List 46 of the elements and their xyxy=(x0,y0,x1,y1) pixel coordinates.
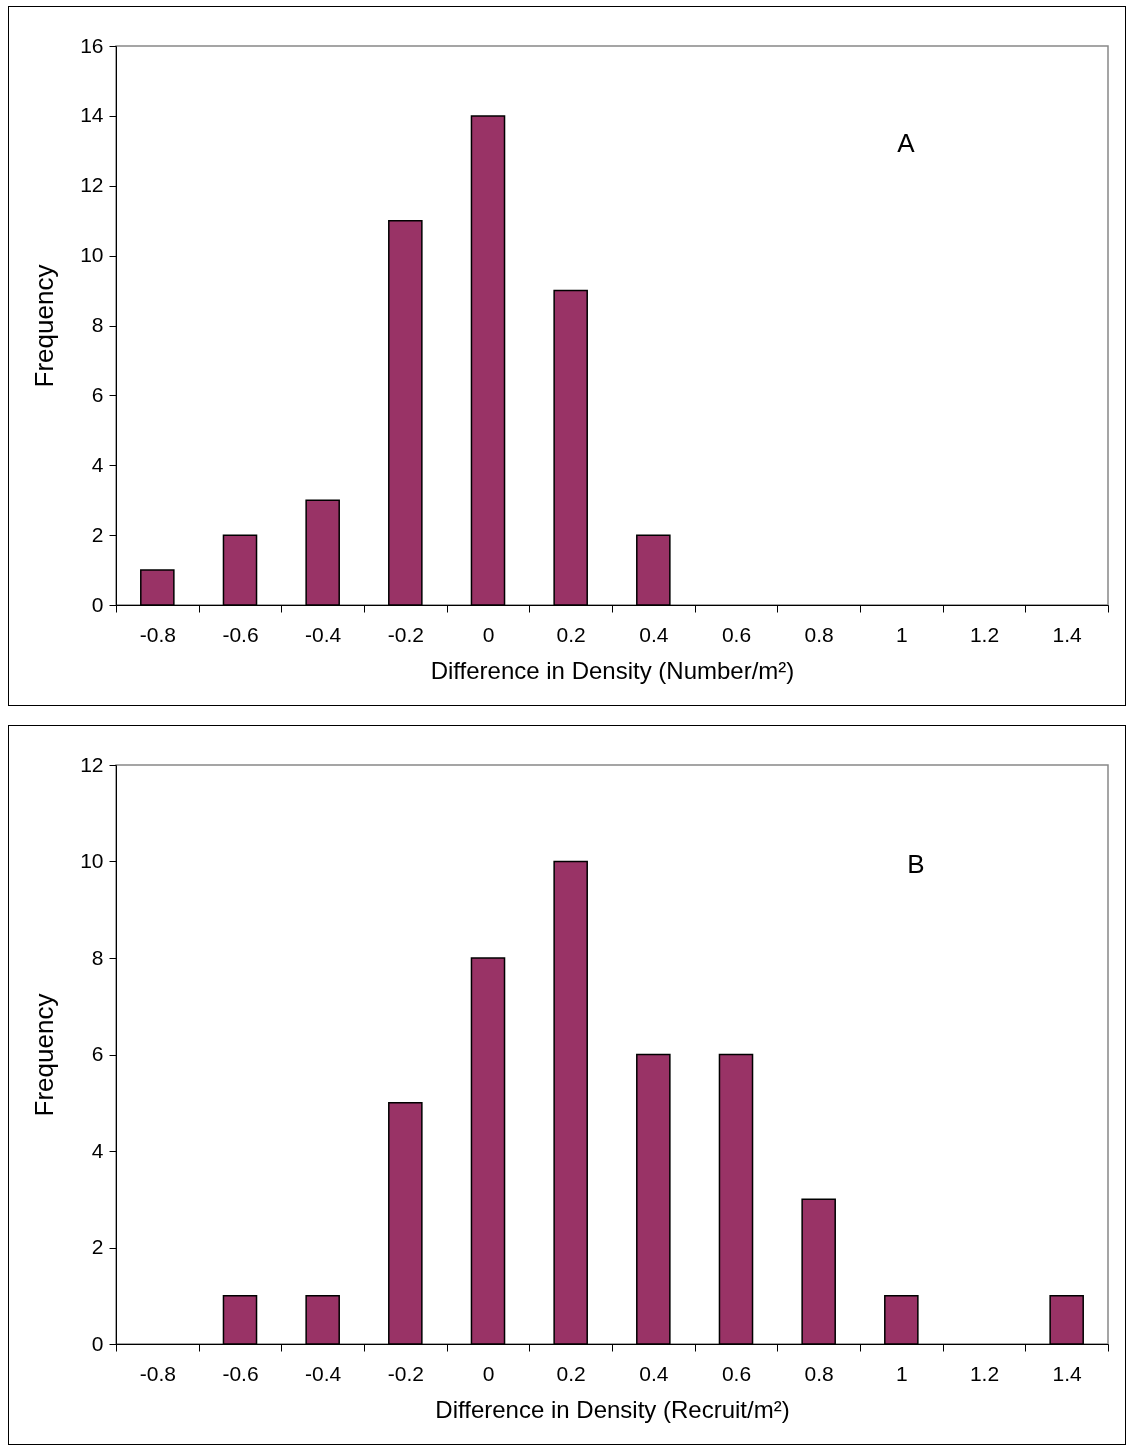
y-tick-label: 14 xyxy=(80,103,104,127)
y-axis-title: Frequency xyxy=(29,993,60,1117)
x-tick-label: -0.2 xyxy=(387,622,424,646)
x-tick-label: -0.4 xyxy=(305,622,342,646)
x-tick-label: -0.4 xyxy=(305,1361,342,1385)
x-tick-label: 1.4 xyxy=(1052,622,1083,646)
y-tick-label: 6 xyxy=(91,1042,104,1065)
y-tick-label: 8 xyxy=(91,945,104,969)
x-tick-label: 0.6 xyxy=(721,1361,752,1385)
x-tick-label: 0.2 xyxy=(556,1361,586,1385)
x-tick-label: 1 xyxy=(895,1361,908,1385)
y-tick-label: 8 xyxy=(91,313,104,336)
y-tick-label: 16 xyxy=(80,33,104,57)
x-axis-title: Difference in Density (Number/m²) xyxy=(430,656,795,684)
x-tick-label: -0.8 xyxy=(139,1361,176,1385)
annotation: B xyxy=(907,849,925,879)
x-tick-label: 0.8 xyxy=(804,1361,834,1385)
x-tick-label: 1.2 xyxy=(969,1361,1000,1385)
y-tick-label: 4 xyxy=(91,452,104,476)
y-tick-label: 12 xyxy=(80,173,104,197)
annotation: A xyxy=(897,128,916,158)
x-axis-title: Difference in Density (Recruit/m²) xyxy=(435,1395,790,1423)
x-tick-label: -0.8 xyxy=(139,622,176,646)
y-tick-label: 6 xyxy=(91,382,104,406)
x-tick-label: 0.4 xyxy=(639,1361,669,1385)
x-tick-label: 1.4 xyxy=(1052,1361,1083,1385)
x-tick-label: 0 xyxy=(482,622,495,646)
y-tick-label: 12 xyxy=(80,752,104,776)
x-tick-label: -0.6 xyxy=(222,1361,259,1385)
x-tick-label: 0.4 xyxy=(639,622,669,646)
y-tick-label: 2 xyxy=(91,1235,104,1258)
x-tick-label: 0 xyxy=(482,1361,495,1385)
x-tick-label: 0.2 xyxy=(556,622,586,646)
x-tick-label: -0.6 xyxy=(222,622,259,646)
x-tick-label: 1.2 xyxy=(969,622,1000,646)
y-tick-label: 4 xyxy=(91,1138,104,1162)
x-tick-label: 1 xyxy=(895,622,908,646)
y-tick-label: 2 xyxy=(91,522,104,546)
y-tick-label: 10 xyxy=(80,849,104,872)
y-tick-label: 10 xyxy=(80,243,104,267)
x-tick-label: 0.8 xyxy=(804,622,834,646)
y-axis-title: Frequency xyxy=(29,264,60,388)
x-tick-label: -0.2 xyxy=(387,1361,424,1385)
x-tick-label: 0.6 xyxy=(721,622,752,646)
y-tick-label: 0 xyxy=(91,1331,104,1355)
y-tick-label: 0 xyxy=(91,592,104,616)
